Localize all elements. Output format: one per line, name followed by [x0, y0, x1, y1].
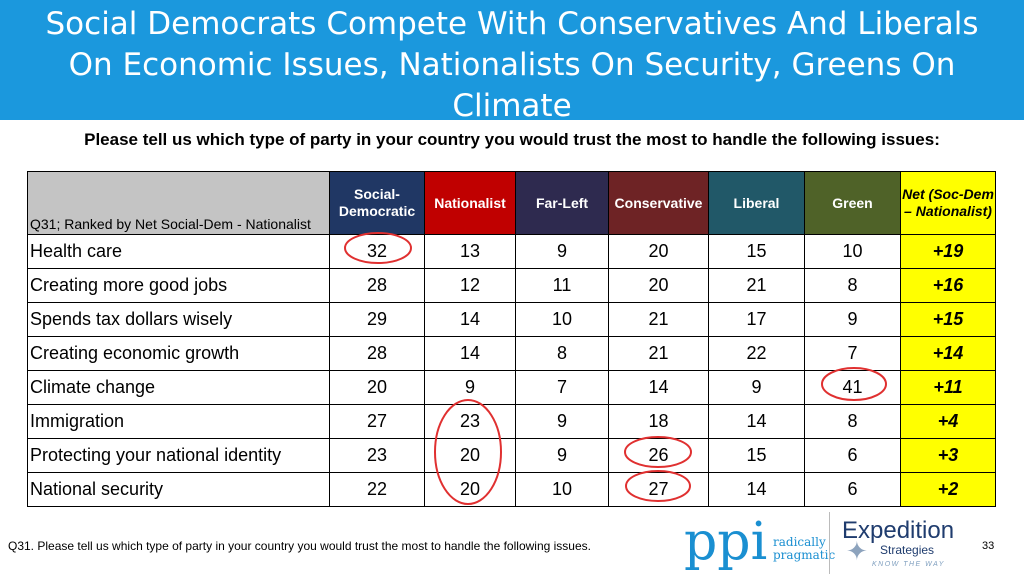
net-cell: +19 [900, 234, 996, 269]
table-cell: 14 [424, 336, 516, 371]
table-cell: 18 [608, 404, 709, 439]
row-label: National security [27, 472, 330, 507]
table-cell: 17 [708, 302, 805, 337]
table-cell: 23 [329, 438, 425, 473]
table-cell: 11 [515, 268, 609, 303]
ppi-tagline-line-1: radically [773, 535, 826, 549]
table-row: Creating more good jobs 28 12 11 20 21 8 +16 [27, 268, 996, 303]
table-cell: 13 [424, 234, 516, 269]
table-cell: 9 [424, 370, 516, 405]
table-cell: 20 [424, 438, 516, 473]
table-cell: 12 [424, 268, 516, 303]
net-cell: +11 [900, 370, 996, 405]
row-label: Protecting your national identity [27, 438, 330, 473]
table-cell: 8 [804, 404, 901, 439]
table-cell: 20 [608, 234, 709, 269]
table-cell: 10 [804, 234, 901, 269]
net-cell: +4 [900, 404, 996, 439]
table-cell: 14 [608, 370, 709, 405]
table-cell: 14 [708, 404, 805, 439]
column-header-social-democratic: Social-Democratic [329, 171, 425, 235]
table-cell: 28 [329, 336, 425, 371]
table-cell: 15 [708, 438, 805, 473]
table-row: Immigration 27 23 9 18 14 8 +4 [27, 404, 996, 439]
table-cell: 21 [608, 302, 709, 337]
table-cell: 27 [329, 404, 425, 439]
row-label: Health care [27, 234, 330, 269]
expedition-logo-title: Expedition [842, 517, 955, 544]
label-column-header: Q31; Ranked by Net Social-Dem - National… [27, 171, 330, 235]
column-header-conservative: Conservative [608, 171, 709, 235]
table-cell: 32 [329, 234, 425, 269]
net-cell: +3 [900, 438, 996, 473]
net-cell: +2 [900, 472, 996, 507]
expedition-logo-subtitle: Strategies [880, 543, 935, 557]
table-cell: 7 [515, 370, 609, 405]
table-cell: 21 [608, 336, 709, 371]
expedition-tagline: KNOW THE WAY [872, 561, 945, 568]
table-cell: 28 [329, 268, 425, 303]
table-cell: 9 [708, 370, 805, 405]
table-cell: 20 [424, 472, 516, 507]
table-cell: 15 [708, 234, 805, 269]
table-cell: 9 [515, 438, 609, 473]
table-row: Spends tax dollars wisely 29 14 10 21 17 9 +15 [27, 302, 996, 337]
row-label: Climate change [27, 370, 330, 405]
table-cell: 26 [608, 438, 709, 473]
table-cell: 8 [515, 336, 609, 371]
table-row: Climate change 20 9 7 14 9 41 +11 [27, 370, 996, 405]
column-header-far-left: Far-Left [515, 171, 609, 235]
slide-title: Social Democrats Compete With Conservati… [45, 6, 979, 124]
table-cell: 22 [708, 336, 805, 371]
column-header-nationalist: Nationalist [424, 171, 516, 235]
table-cell: 8 [804, 268, 901, 303]
question-subtitle: Please tell us which type of party in yo… [84, 130, 940, 149]
net-cell: +16 [900, 268, 996, 303]
table-row: Health care 32 13 9 20 15 10 +19 [27, 234, 996, 269]
table-cell: 6 [804, 438, 901, 473]
table-cell: 41 [804, 370, 901, 405]
ppi-tagline-line-2: pragmatic [773, 548, 836, 562]
table-row: Creating economic growth 28 14 8 21 22 7 +14 [27, 336, 996, 371]
net-cell: +15 [900, 302, 996, 337]
ppi-tagline: radically pragmatic [773, 536, 835, 562]
table-cell: 27 [608, 472, 709, 507]
table-cell: 22 [329, 472, 425, 507]
compass-star-icon: ✦ [846, 536, 868, 566]
table-cell: 9 [515, 404, 609, 439]
table-cell: 14 [708, 472, 805, 507]
page-number: 33 [982, 540, 995, 552]
net-cell: +14 [900, 336, 996, 371]
table-header-row: Q31; Ranked by Net Social-Dem - National… [27, 171, 996, 235]
table-cell: 29 [329, 302, 425, 337]
footnote: Q31. Please tell us which type of party … [8, 539, 591, 553]
table-cell: 7 [804, 336, 901, 371]
table-cell: 20 [608, 268, 709, 303]
row-label: Creating more good jobs [27, 268, 330, 303]
table-cell: 23 [424, 404, 516, 439]
column-header-green: Green [804, 171, 901, 235]
table-cell: 6 [804, 472, 901, 507]
logo-divider [829, 512, 830, 574]
row-label: Creating economic growth [27, 336, 330, 371]
title-banner: Social Democrats Compete With Conservati… [0, 0, 1024, 124]
results-table: Q31; Ranked by Net Social-Dem - National… [27, 171, 996, 507]
row-label: Immigration [27, 404, 330, 439]
ppi-logo: ppi [684, 512, 768, 572]
table-cell: 10 [515, 302, 609, 337]
table-row: Protecting your national identity 23 20 9 26… [27, 438, 996, 473]
table-cell: 9 [515, 234, 609, 269]
table-cell: 10 [515, 472, 609, 507]
table-cell: 14 [424, 302, 516, 337]
table-cell: 21 [708, 268, 805, 303]
column-header-liberal: Liberal [708, 171, 805, 235]
table-row: National security 22 20 10 27 14 6 +2 [27, 472, 996, 507]
table-cell: 9 [804, 302, 901, 337]
row-label: Spends tax dollars wisely [27, 302, 330, 337]
table-cell: 20 [329, 370, 425, 405]
column-header-net: Net (Soc-Dem – Nationalist) [900, 171, 996, 235]
